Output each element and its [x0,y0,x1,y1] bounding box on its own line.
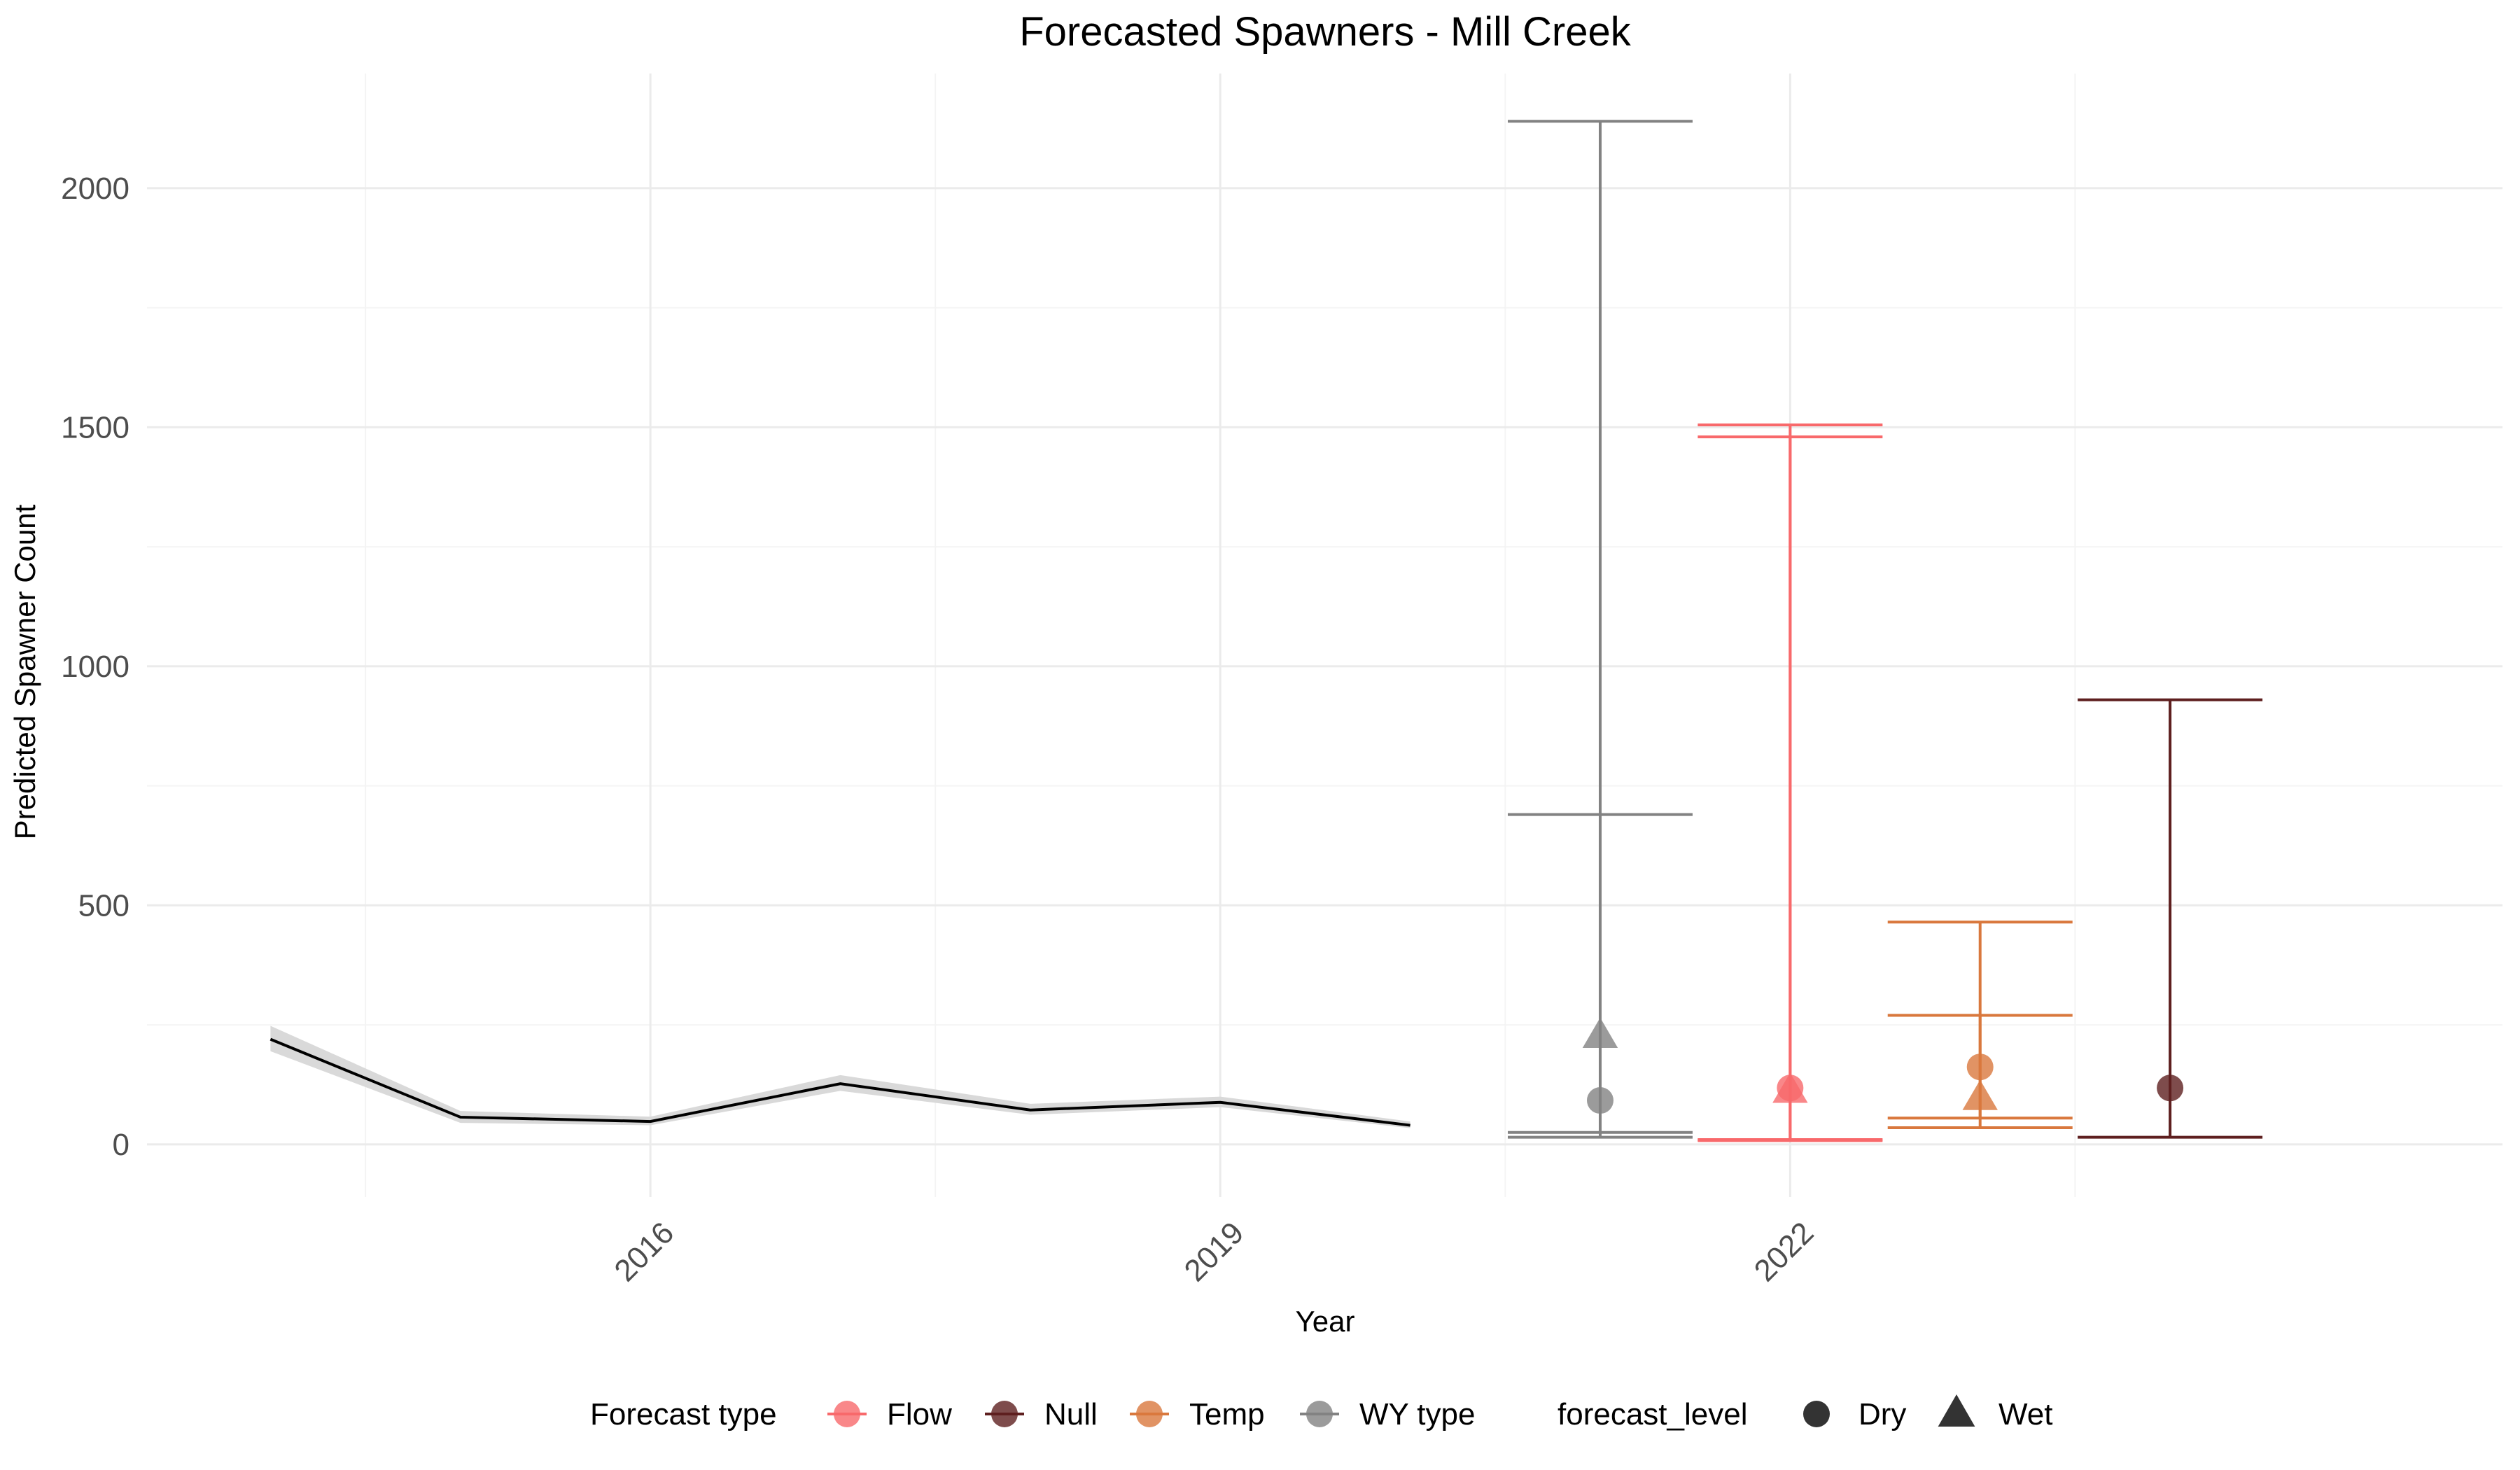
forecast-point-dry [2157,1074,2184,1102]
legend-level-title: forecast_level [1558,1397,1747,1432]
forecast-point-dry [1777,1074,1804,1102]
forecast-errorbar [1507,120,1693,1134]
x-axis-title: Year [1296,1305,1355,1338]
x-tick-label: 2016 [608,1215,680,1288]
legend-key-point [1136,1401,1163,1427]
axes: 0 500 1000 1500 2000 2016 2019 2022 [61,172,1820,1288]
y-tick-label: 1000 [61,650,130,684]
legend-type-label: Flow [887,1397,952,1432]
legend-level-key: Dry [1803,1397,1906,1432]
x-tick-label: 2022 [1748,1215,1821,1288]
legend-key-point [991,1401,1018,1427]
grid [147,74,2502,1197]
y-axis-title: Predicted Spawner Count [8,504,41,839]
history-confidence-band [270,1026,1410,1128]
legend-circle-icon [1803,1401,1830,1427]
y-tick-label: 2000 [61,172,130,206]
legend-triangle-icon [1938,1394,1975,1427]
y-tick-label: 0 [113,1128,130,1162]
history-line [270,1037,1410,1127]
forecast-series [1507,120,2263,1142]
forecast-point-wet [1962,1079,1998,1110]
legend-key-point [834,1401,860,1427]
forecast-point-wet [1582,1017,1618,1048]
legend-key-point [1306,1401,1333,1427]
legend-type-label: Null [1044,1397,1098,1432]
y-tick-label: 1500 [61,410,130,444]
legend-type-key: WY type [1300,1397,1475,1432]
legend-type-title: Forecast type [590,1397,777,1432]
forecast-point-dry [1966,1054,1994,1081]
legend-type-label: Temp [1189,1397,1265,1432]
legend-type-key: Temp [1130,1397,1265,1432]
forecast-point-dry [1586,1087,1614,1114]
chart-title: Forecasted Spawners - Mill Creek [1019,9,1632,55]
forecast-errorbar [1698,423,1883,1142]
legend-type-key: Null [985,1397,1098,1432]
y-tick-label: 500 [78,888,130,923]
legend-level-label: Dry [1858,1397,1906,1432]
legend-level-label: Wet [1998,1397,2052,1432]
legend: Forecast type Flow Null Temp WY type forecast… [590,1394,2052,1432]
legend-type-label: WY type [1359,1397,1475,1432]
x-tick-label: 2019 [1178,1215,1251,1288]
history-series [270,1026,1410,1128]
legend-level-key: Wet [1938,1394,2052,1432]
legend-type-key: Flow [827,1397,952,1432]
forecast-errorbar [2078,698,2263,1139]
